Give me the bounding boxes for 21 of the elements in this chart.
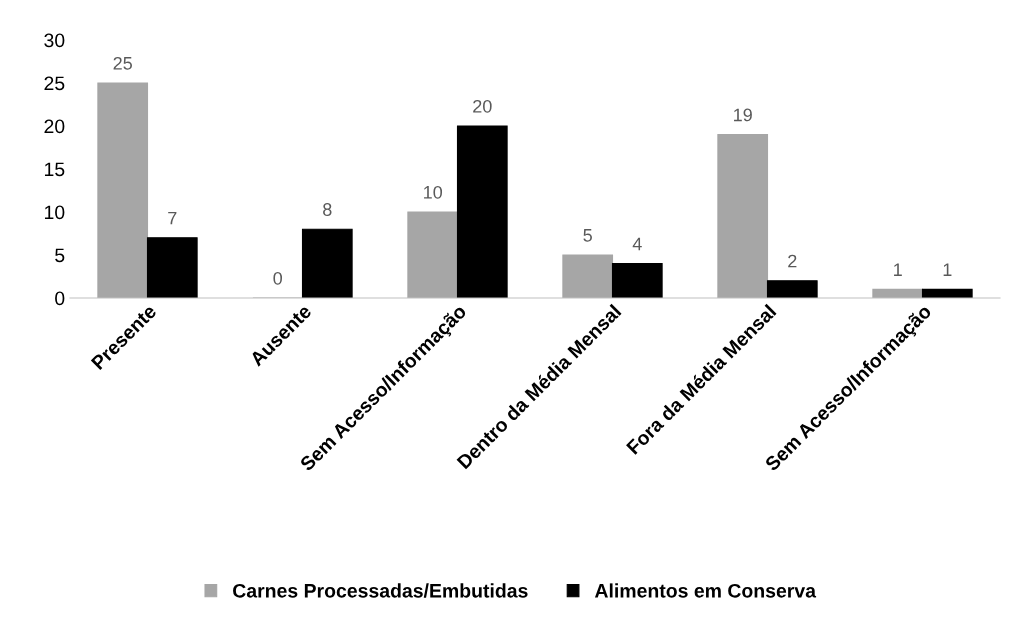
data-label: 4 <box>632 237 642 251</box>
data-label: 20 <box>473 99 492 113</box>
legend-label: Alimentos em Conserva <box>594 583 817 598</box>
data-label: 2 <box>788 254 797 268</box>
y-tick-label: 30 <box>44 33 65 48</box>
data-label: 10 <box>424 185 443 199</box>
data-label: 7 <box>168 211 177 225</box>
y-tick-label: 0 <box>55 291 65 306</box>
data-label: 19 <box>734 108 752 122</box>
data-label: 0 <box>273 271 283 285</box>
y-tick-label: 5 <box>55 248 65 263</box>
y-tick-label: 20 <box>44 119 65 134</box>
legend-label: Carnes Processadas/Embutidas <box>233 583 528 598</box>
y-tick-label: 15 <box>45 162 65 177</box>
data-label: 25 <box>113 56 132 70</box>
data-label: 8 <box>323 203 332 216</box>
data-label: 1 <box>894 263 902 276</box>
data-label: 1 <box>943 263 952 276</box>
y-tick-label: 25 <box>44 76 65 91</box>
y-tick-label: 10 <box>45 205 65 220</box>
data-label: 5 <box>583 229 592 242</box>
